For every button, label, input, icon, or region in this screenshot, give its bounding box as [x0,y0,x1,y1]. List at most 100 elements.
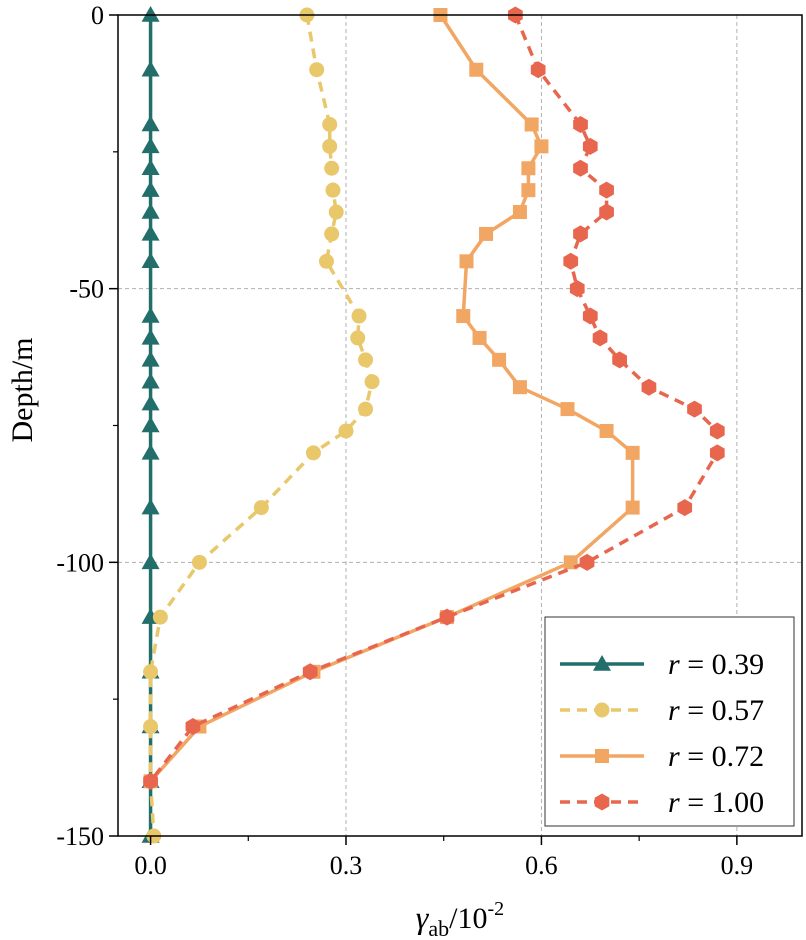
data-point [625,445,640,460]
data-point [599,423,614,438]
data-point [521,183,536,198]
x-axis-symbol: γ [416,899,430,935]
legend-variable: r [668,786,680,819]
legend-variable: r [668,648,680,681]
data-point [141,372,160,389]
x-tick-label: 0.0 [134,851,167,880]
data-point [709,422,725,440]
data-point [492,352,507,367]
data-point [573,159,588,177]
data-point [358,352,374,368]
legend-value: = 1.00 [680,786,764,819]
data-point [439,608,455,626]
data-point [459,254,474,269]
series-1 [141,6,160,843]
data-point [358,401,374,417]
data-point [141,394,160,411]
data-point [469,62,484,77]
data-point [141,224,160,241]
data-point [143,772,158,790]
y-tick-label: -100 [56,548,104,577]
data-point [302,663,318,681]
data-point [521,161,536,176]
data-point [322,116,338,132]
x-tick-label: 0.6 [525,851,558,880]
data-point [530,61,546,79]
data-point [143,719,159,735]
data-point [141,443,160,460]
legend-marker [594,793,610,811]
axes: 0.0 0.3 0.6 0.9 0 -50 -100 -150 [56,1,753,880]
x-axis-title: γab/10-2 [416,898,504,940]
legend-item: r = 1.00 [560,786,764,819]
y-tick-label: 0 [91,1,104,30]
data-point [573,225,588,243]
data-point [152,609,168,625]
data-point [141,416,160,433]
data-point [582,307,598,325]
data-point [141,203,160,219]
data-point [338,423,354,439]
data-point [592,329,608,347]
legend-item: r = 0.72 [560,740,764,773]
data-point [456,309,471,324]
data-point [534,139,549,154]
data-point [569,280,585,298]
y-tick-label: -50 [69,275,104,304]
data-point [350,330,366,346]
data-point [612,351,627,369]
legend-label: r = 1.00 [668,786,764,819]
data-point [625,500,640,515]
data-point [512,205,527,220]
data-point [141,307,160,323]
data-point [141,328,160,345]
legend-label: r = 0.72 [668,740,764,773]
legend-item: r = 0.39 [560,648,764,681]
legend-variable: r [668,694,680,727]
legend-label: r = 0.39 [668,648,764,681]
x-tick-label: 0.9 [721,851,754,880]
data-point [141,350,160,367]
data-point [563,252,579,270]
series-4 [143,6,725,790]
legend: r = 0.39r = 0.57r = 0.72r = 1.00 [544,616,795,827]
legend-marker [593,655,611,671]
legend-variable: r [668,740,680,773]
x-axis-unit: /10 [449,902,487,935]
data-point [325,182,341,198]
legend-value: = 0.72 [680,740,764,773]
data-point [141,159,160,176]
data-point [305,445,321,461]
data-point [677,499,693,517]
data-point [322,138,338,154]
data-point [687,400,702,418]
data-point [599,181,614,199]
data-point [599,203,614,221]
data-point [560,402,575,417]
data-point [351,308,367,324]
series-2 [143,7,380,844]
data-point [479,226,494,241]
legend-value: = 0.57 [680,694,764,727]
series-layer [141,6,725,844]
data-point [524,117,539,132]
data-point [579,553,595,571]
data-point [709,444,725,462]
data-point [324,160,340,176]
data-point [141,252,160,269]
data-point [141,137,160,154]
data-point [582,137,598,155]
data-point [141,553,160,570]
data-point [141,6,160,22]
legend-label: r = 0.57 [668,694,764,727]
data-point [141,498,160,515]
data-point [141,115,160,132]
data-point [324,226,340,242]
y-tick-label: -150 [56,822,104,851]
data-point [318,253,334,269]
data-point [328,204,344,220]
series-line [149,14,635,783]
legend-marker [594,702,610,718]
data-point [641,378,657,396]
